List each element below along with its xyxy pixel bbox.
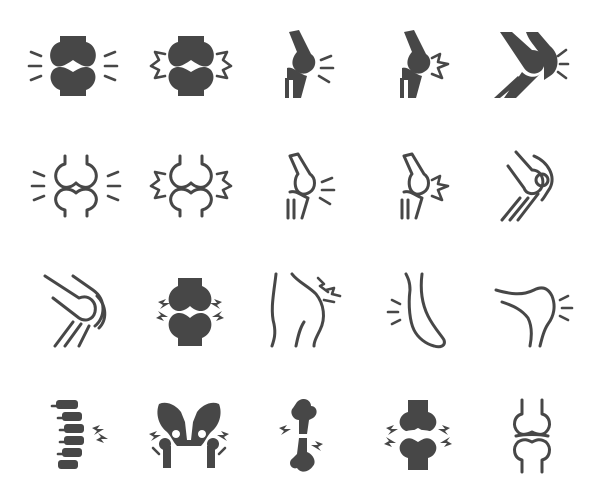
spine-pain-solid-icon	[50, 400, 108, 469]
knee-joint-pain-outline-icon	[149, 154, 233, 218]
elbow-joint-pain-outline-icon	[400, 152, 450, 220]
elbow-joint-solid-icon	[285, 30, 335, 98]
broken-bone-solid-icon	[279, 399, 323, 472]
knee-side-outline-icon	[500, 150, 554, 222]
joint-pain-solid-icon	[384, 400, 452, 470]
knee-bent-outline-icon	[43, 274, 107, 348]
knee-pain-outline-icon	[494, 286, 574, 348]
pelvis-pain-solid-icon	[149, 402, 229, 468]
elbow-joint-outline-icon	[286, 152, 336, 220]
knee-joint-solid-icon	[27, 36, 119, 96]
knee-joint-pain-solid-icon	[149, 36, 233, 96]
elbow-joint-pain-solid-icon	[400, 30, 450, 98]
joint-inflammation-solid-icon	[156, 278, 224, 346]
hip-pain-outline-icon	[270, 272, 342, 348]
knee-side-solid-icon	[494, 32, 570, 98]
foot-ankle-outline-icon	[386, 272, 446, 349]
knee-joint-outline-icon	[30, 154, 122, 218]
knee-joint-simple-outline-icon	[513, 398, 551, 474]
